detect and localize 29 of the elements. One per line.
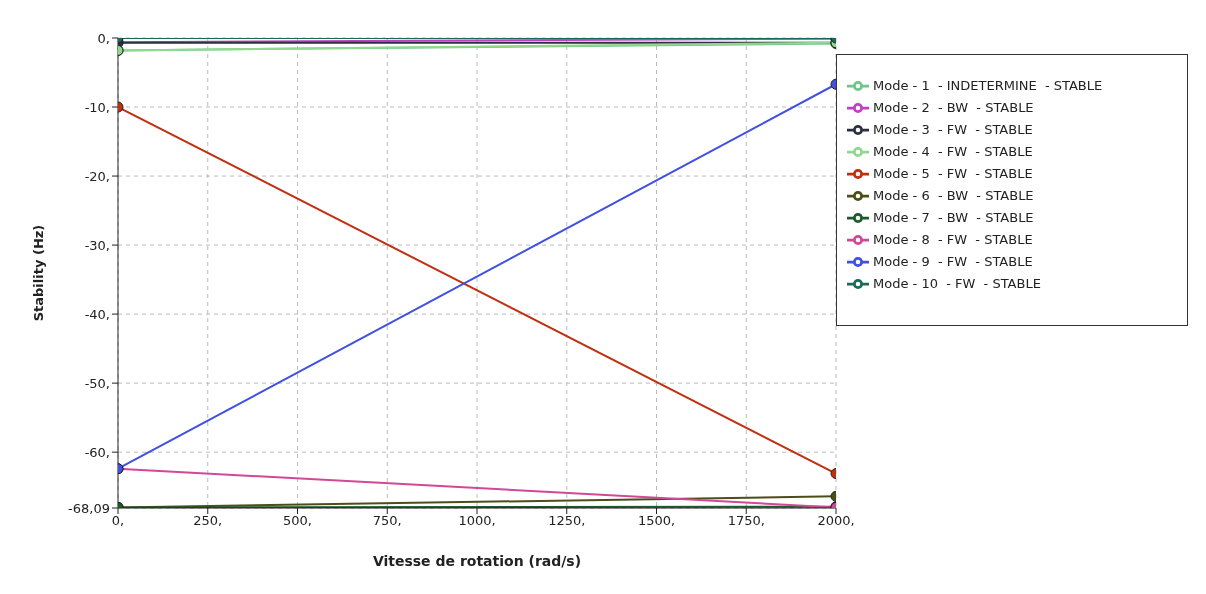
y-tick-label: -68,09 bbox=[68, 500, 110, 516]
y-tick-label: -40, bbox=[84, 306, 110, 322]
y-tick-label: 0, bbox=[97, 30, 110, 46]
x-tick-label: 1250, bbox=[548, 513, 586, 529]
x-tick-label: 1750, bbox=[727, 513, 765, 529]
y-tick-label: -60, bbox=[84, 444, 110, 460]
legend-label: Mode - 10 - FW - STABLE bbox=[873, 275, 1041, 291]
legend-label: Mode - 3 - FW - STABLE bbox=[873, 121, 1033, 137]
x-tick-label: 1500, bbox=[637, 513, 676, 529]
y-tick-label: -30, bbox=[84, 237, 110, 253]
x-tick-label: 0, bbox=[111, 513, 125, 529]
legend-label: Mode - 2 - BW - STABLE bbox=[873, 99, 1034, 115]
legend-label: Mode - 1 - INDETERMINE - STABLE bbox=[873, 77, 1103, 93]
x-tick-label: 1000, bbox=[458, 513, 496, 529]
x-axis-title: Vitesse de rotation (rad/s) bbox=[372, 553, 582, 569]
y-tick-label: -10, bbox=[84, 99, 110, 115]
legend-label: Mode - 8 - FW - STABLE bbox=[873, 231, 1033, 247]
legend-label: Mode - 6 - BW - STABLE bbox=[873, 187, 1034, 203]
legend-label: Mode - 5 - FW - STABLE bbox=[873, 165, 1033, 181]
x-tick-label: 2000, bbox=[817, 513, 855, 529]
y-axis-title: Stability (Hz) bbox=[30, 224, 46, 322]
legend-label: Mode - 4 - FW - STABLE bbox=[873, 143, 1033, 159]
x-tick-label: 250, bbox=[193, 513, 223, 529]
legend-label: Mode - 7 - BW - STABLE bbox=[873, 209, 1034, 225]
legend-label: Mode - 9 - FW - STABLE bbox=[873, 253, 1033, 269]
x-tick-label: 750, bbox=[372, 513, 402, 529]
y-tick-label: -20, bbox=[84, 168, 110, 184]
x-tick-label: 500, bbox=[283, 513, 312, 529]
y-tick-label: -50, bbox=[84, 375, 110, 391]
